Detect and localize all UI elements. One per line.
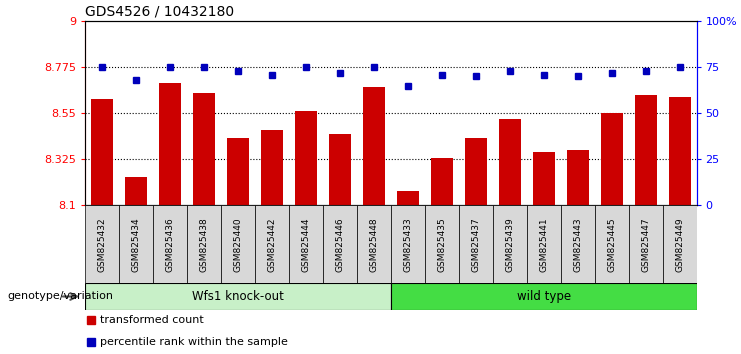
Text: GSM825443: GSM825443	[574, 217, 582, 272]
Bar	[329, 134, 351, 205]
Bar	[193, 93, 215, 205]
Bar	[227, 138, 249, 205]
Text: GSM825449: GSM825449	[675, 217, 684, 272]
Bar	[85, 205, 119, 283]
Text: GSM825446: GSM825446	[336, 217, 345, 272]
Bar	[459, 205, 493, 283]
Bar	[289, 205, 323, 283]
Bar	[125, 177, 147, 205]
Bar	[153, 205, 187, 283]
Bar	[357, 205, 391, 283]
Bar	[221, 205, 255, 283]
Bar	[187, 205, 221, 283]
Text: GSM825444: GSM825444	[302, 217, 310, 272]
Bar	[662, 205, 697, 283]
Text: GSM825447: GSM825447	[641, 217, 650, 272]
Text: GDS4526 / 10432180: GDS4526 / 10432180	[85, 5, 234, 19]
Text: transformed count: transformed count	[101, 315, 205, 325]
Bar	[533, 152, 555, 205]
Bar	[527, 205, 561, 283]
Text: GSM825435: GSM825435	[437, 217, 446, 272]
Text: GSM825433: GSM825433	[403, 217, 412, 272]
Text: GSM825445: GSM825445	[607, 217, 616, 272]
Bar	[628, 205, 662, 283]
Text: GSM825436: GSM825436	[166, 217, 175, 272]
Text: Wfs1 knock-out: Wfs1 knock-out	[192, 290, 284, 303]
Text: GSM825442: GSM825442	[268, 217, 276, 272]
Text: GSM825440: GSM825440	[233, 217, 242, 272]
Text: GSM825448: GSM825448	[370, 217, 379, 272]
Text: GSM825439: GSM825439	[505, 217, 514, 272]
Text: GSM825437: GSM825437	[471, 217, 480, 272]
Text: percentile rank within the sample: percentile rank within the sample	[101, 337, 288, 347]
Bar	[159, 82, 181, 205]
Bar	[391, 283, 697, 310]
Bar	[601, 113, 622, 205]
Bar	[634, 95, 657, 205]
Bar	[425, 205, 459, 283]
Text: GSM825432: GSM825432	[98, 217, 107, 272]
Text: wild type: wild type	[516, 290, 571, 303]
Bar	[363, 87, 385, 205]
Bar	[567, 150, 588, 205]
Bar	[493, 205, 527, 283]
Bar	[594, 205, 628, 283]
Bar	[668, 97, 691, 205]
Bar	[499, 119, 521, 205]
Text: genotype/variation: genotype/variation	[7, 291, 113, 302]
Bar	[85, 283, 391, 310]
Bar	[465, 138, 487, 205]
Bar	[431, 158, 453, 205]
Bar	[91, 99, 113, 205]
Text: GSM825441: GSM825441	[539, 217, 548, 272]
Bar	[391, 205, 425, 283]
Bar	[397, 191, 419, 205]
Bar	[119, 205, 153, 283]
Bar	[561, 205, 594, 283]
Bar	[261, 130, 283, 205]
Text: GSM825434: GSM825434	[132, 217, 141, 272]
Bar	[295, 111, 317, 205]
Bar	[255, 205, 289, 283]
Text: GSM825438: GSM825438	[199, 217, 208, 272]
Bar	[323, 205, 357, 283]
